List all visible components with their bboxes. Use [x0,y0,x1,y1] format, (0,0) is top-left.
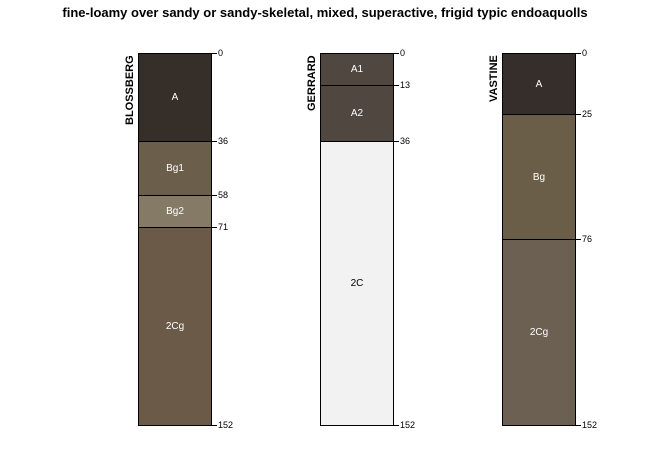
depth-label: 58 [218,189,229,200]
depth-label: 36 [218,136,229,147]
depth-tick [212,194,217,196]
depth-label: 25 [582,109,593,120]
depth-tick [576,239,581,240]
depth-label: 71 [218,221,229,232]
depth-tick [212,141,217,143]
horizon: Bg1 [138,141,212,196]
depth-label: 152 [218,420,234,430]
depth-tick [576,425,581,426]
profile-name: BLOSSBERG [124,55,136,125]
depth-tick [394,84,399,86]
depth-tick [212,425,217,426]
horizon: A2 [320,84,394,143]
depth-tick [394,141,399,143]
depth-label: 36 [400,136,411,147]
horizon: 2Cg [502,239,576,426]
depth-label: 0 [400,48,406,58]
profile-name: GERRARD [306,55,318,111]
depth-label: 0 [218,48,224,58]
depth-tick [212,226,217,228]
profile-name: VASTINE [488,55,500,102]
depth-tick [394,425,399,426]
depth-tick [212,53,217,54]
depth-tick [576,53,581,54]
horizon: 2C [320,141,394,426]
depth-tick [394,53,399,54]
horizon: Bg [502,114,576,240]
depth-label: 152 [582,420,598,430]
depth-label: 13 [400,79,411,90]
depth-label: 0 [582,48,588,58]
horizon: 2Cg [138,226,212,426]
horizon: A [138,53,212,143]
depth-tick [576,114,581,116]
horizon: Bg2 [138,194,212,228]
horizon: A [502,53,576,116]
depth-label: 152 [400,420,416,430]
chart-title: fine-loamy over sandy or sandy-skeletal,… [62,5,588,20]
horizon: A1 [320,53,394,86]
depth-label: 76 [582,234,593,244]
